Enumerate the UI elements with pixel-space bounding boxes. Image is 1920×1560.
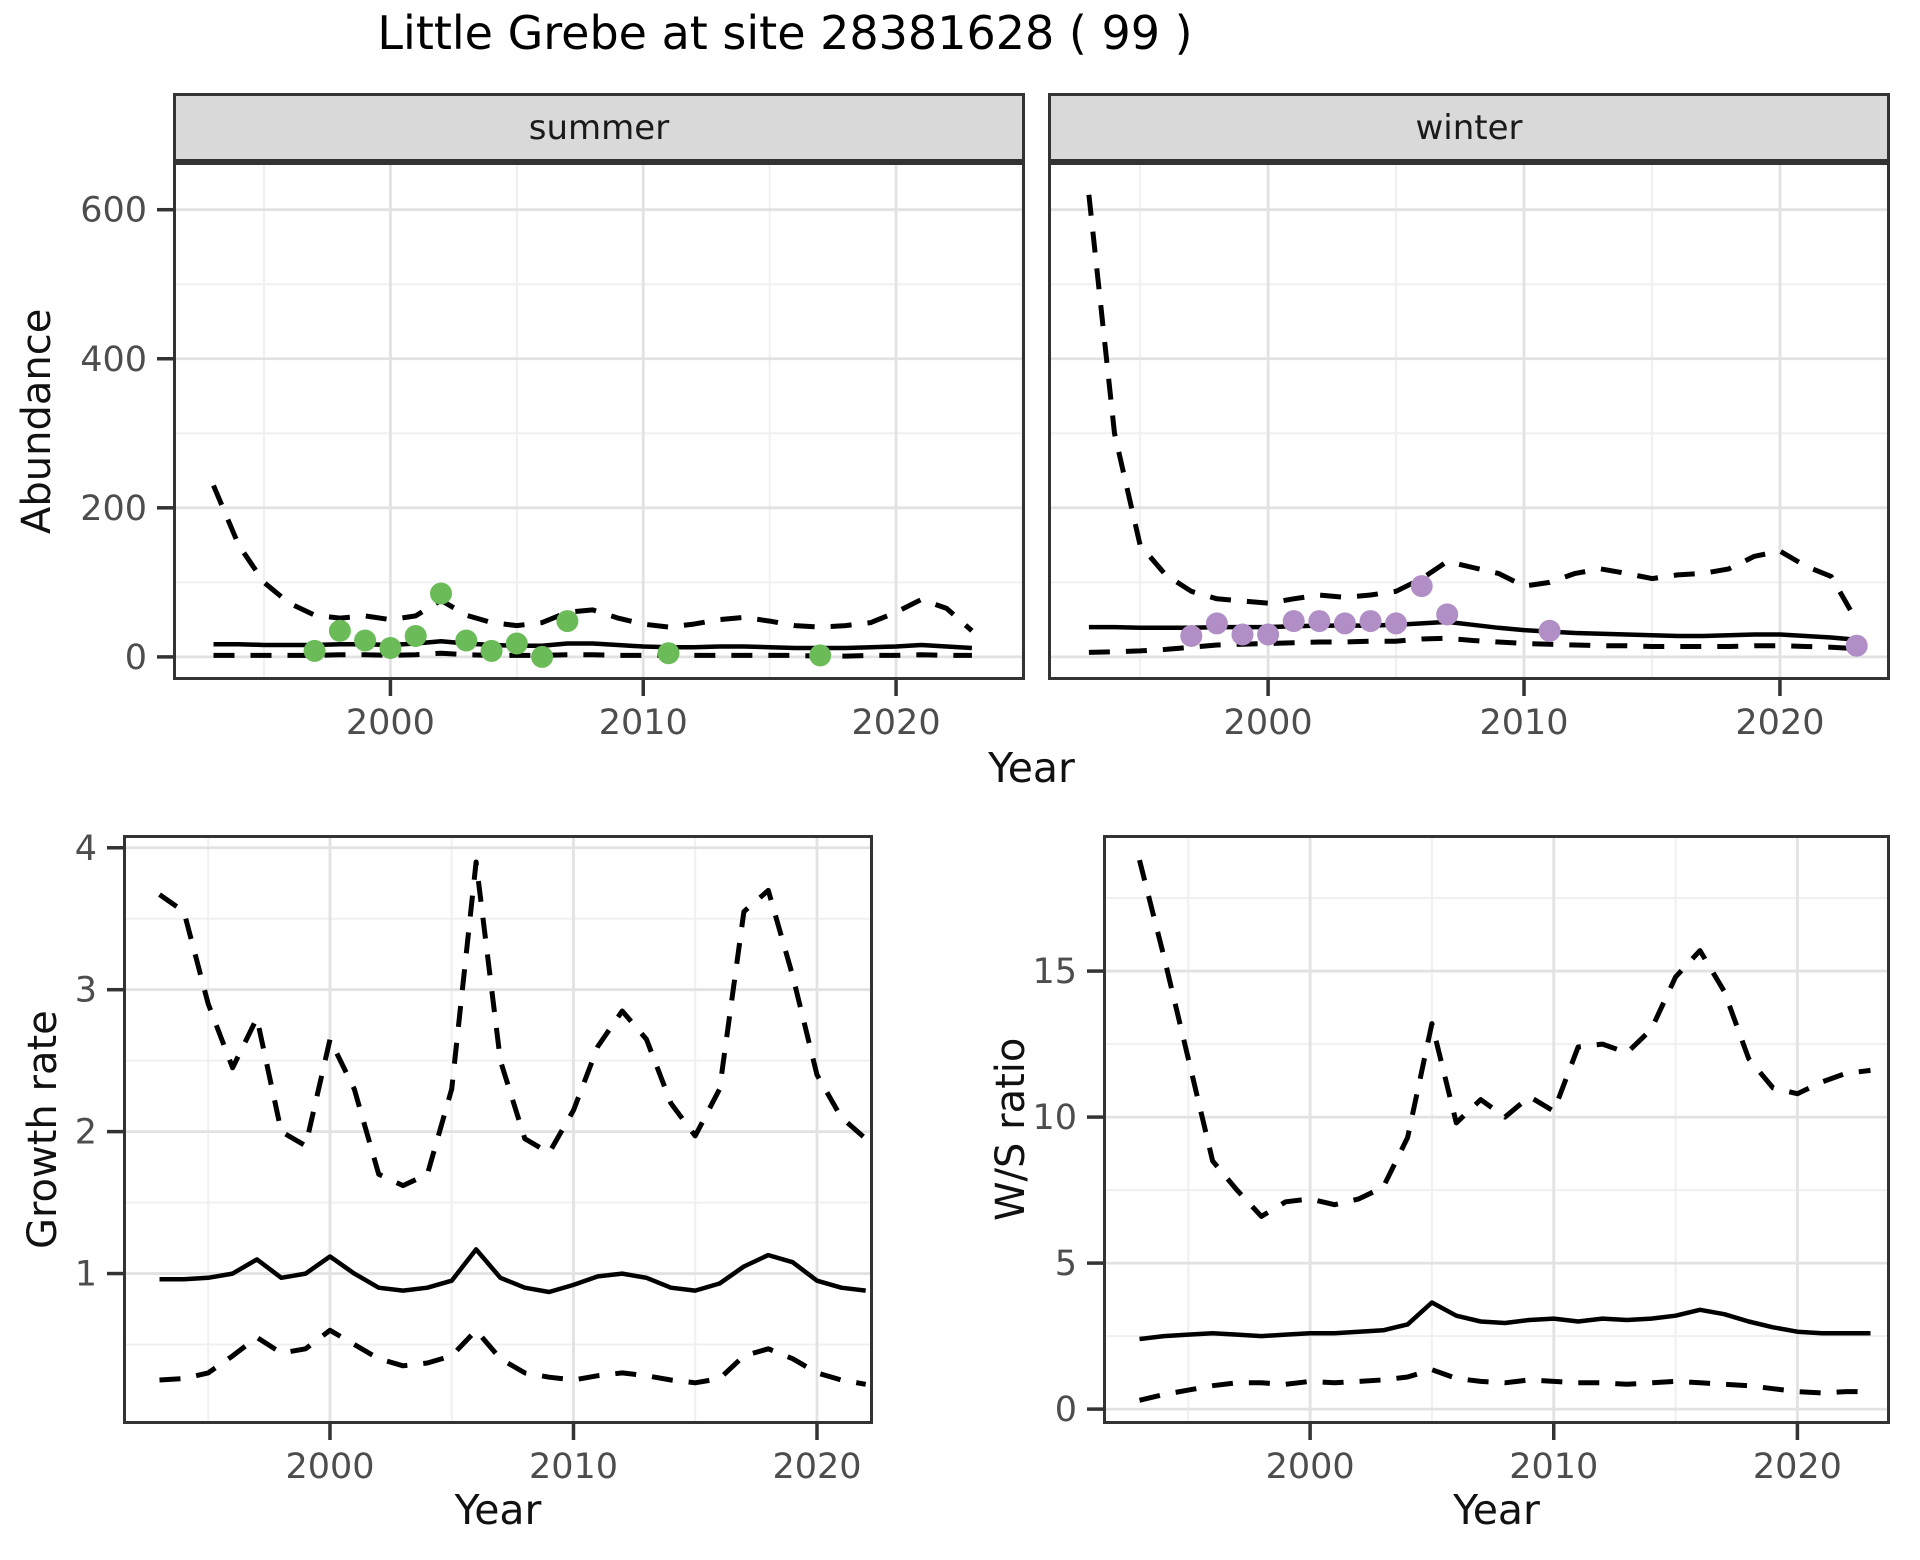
observed-winter-counts [1205,612,1228,635]
growth-fit-line [159,1247,866,1295]
panel-background [1048,162,1890,680]
summer-lower_ci-line [213,650,972,659]
x-tick-label: 2020 [1735,703,1824,743]
observed-winter-counts [1231,623,1254,646]
observed-summer-counts [505,632,528,655]
observed-summer-counts [657,642,680,665]
summer-fit-line [213,638,973,651]
observed-summer-counts [328,619,351,642]
y-tick-label: 0 [1055,1390,1077,1430]
growth-upper_ci-line [158,859,868,1189]
winter-upper_ci-line [1086,194,1859,623]
y-tick-label: 15 [1032,952,1077,992]
observed-winter-counts [1333,612,1356,635]
x-tick-label: 2010 [1479,703,1568,743]
observed-summer-counts [404,625,427,647]
observed-summer-counts [354,629,377,652]
y-axis-label-growth-rate: Growth rate [20,1010,66,1249]
summer-upper_ci-line [211,484,974,633]
x-tick-label: 2020 [852,703,941,743]
y-tick-label: 600 [80,191,147,231]
observed-winter-counts [1282,610,1305,633]
x-tick-label: 2020 [1753,1447,1842,1487]
y-tick-label: 400 [80,340,147,380]
observed-winter-counts [1257,623,1280,646]
x-tick-label: 2000 [1224,703,1313,743]
panel-background [173,162,1025,680]
x-tick-label: 2000 [285,1447,374,1487]
observed-summer-counts [480,639,503,662]
y-tick-label: 0 [125,638,147,678]
observed-summer-counts [531,645,554,668]
facet-strip-summer: summer [173,93,1025,162]
observed-winter-counts [1180,625,1203,647]
panel-ws: 2000 2010 2020 0 5 10 15 [1032,835,1890,1487]
x-axis-label-year-ws: Year [1453,1486,1540,1534]
observed-summer-counts [379,637,402,659]
observed-summer-counts [430,582,452,605]
x-tick-label: 2010 [1509,1447,1598,1487]
y-tick-label: 200 [80,489,147,529]
y-tick-label: 5 [1055,1244,1077,1284]
observed-summer-counts [809,644,832,667]
y-tick-label: 10 [1032,1098,1077,1138]
x-tick-label: 2020 [772,1447,861,1487]
panel-border [123,835,873,1424]
observed-winter-counts [1385,612,1408,635]
y-tick-label: 2 [75,1113,97,1153]
ws-upper_ci-line [1137,859,1871,1219]
panel-border [173,162,1025,680]
y-tick-label: 1 [75,1255,97,1295]
facet-strip-winter-label: winter [1415,107,1523,148]
observed-winter-counts [1410,575,1433,598]
observed-winter-counts [1538,619,1561,642]
panel-border [1048,162,1890,680]
observed-winter-counts [1308,610,1331,633]
observed-summer-counts [455,629,478,652]
y-tick-label: 4 [75,829,97,869]
ws-lower_ci-line [1138,1367,1871,1403]
x-tick-label: 2000 [346,703,435,743]
panel-summer: 2000 2010 2020 0 200 400 600 [80,162,1025,743]
y-tick-label: 3 [75,971,97,1011]
observed-summer-counts [556,610,579,633]
panel-border [1103,835,1890,1424]
chart-title: Little Grebe at site 28381628 ( 99 ) [377,6,1193,60]
x-axis-label-year-top: Year [988,744,1075,792]
x-tick-label: 2010 [599,703,688,743]
observed-winter-counts [1436,603,1459,626]
x-tick-label: 2000 [1266,1447,1355,1487]
growth-lower_ci-line [159,1327,867,1387]
observed-winter-counts [1359,610,1382,633]
facet-strip-winter: winter [1048,93,1890,162]
ws-fit-line [1139,1300,1871,1342]
panel-background [123,835,873,1424]
observed-winter-counts [1845,634,1868,657]
y-axis-label-ws-ratio: W/S ratio [988,1037,1034,1222]
panel-winter: 2000 2010 2020 [1048,162,1890,743]
panel-growth: 2000 2010 2020 1 2 3 4 [75,829,873,1487]
winter-lower_ci-line [1088,635,1857,655]
facet-strip-summer-label: summer [528,107,670,148]
x-axis-label-year-growth: Year [454,1486,542,1534]
observed-summer-counts [303,639,326,662]
y-axis-label-abundance: Abundance [14,308,60,534]
x-tick-label: 2010 [529,1447,618,1487]
